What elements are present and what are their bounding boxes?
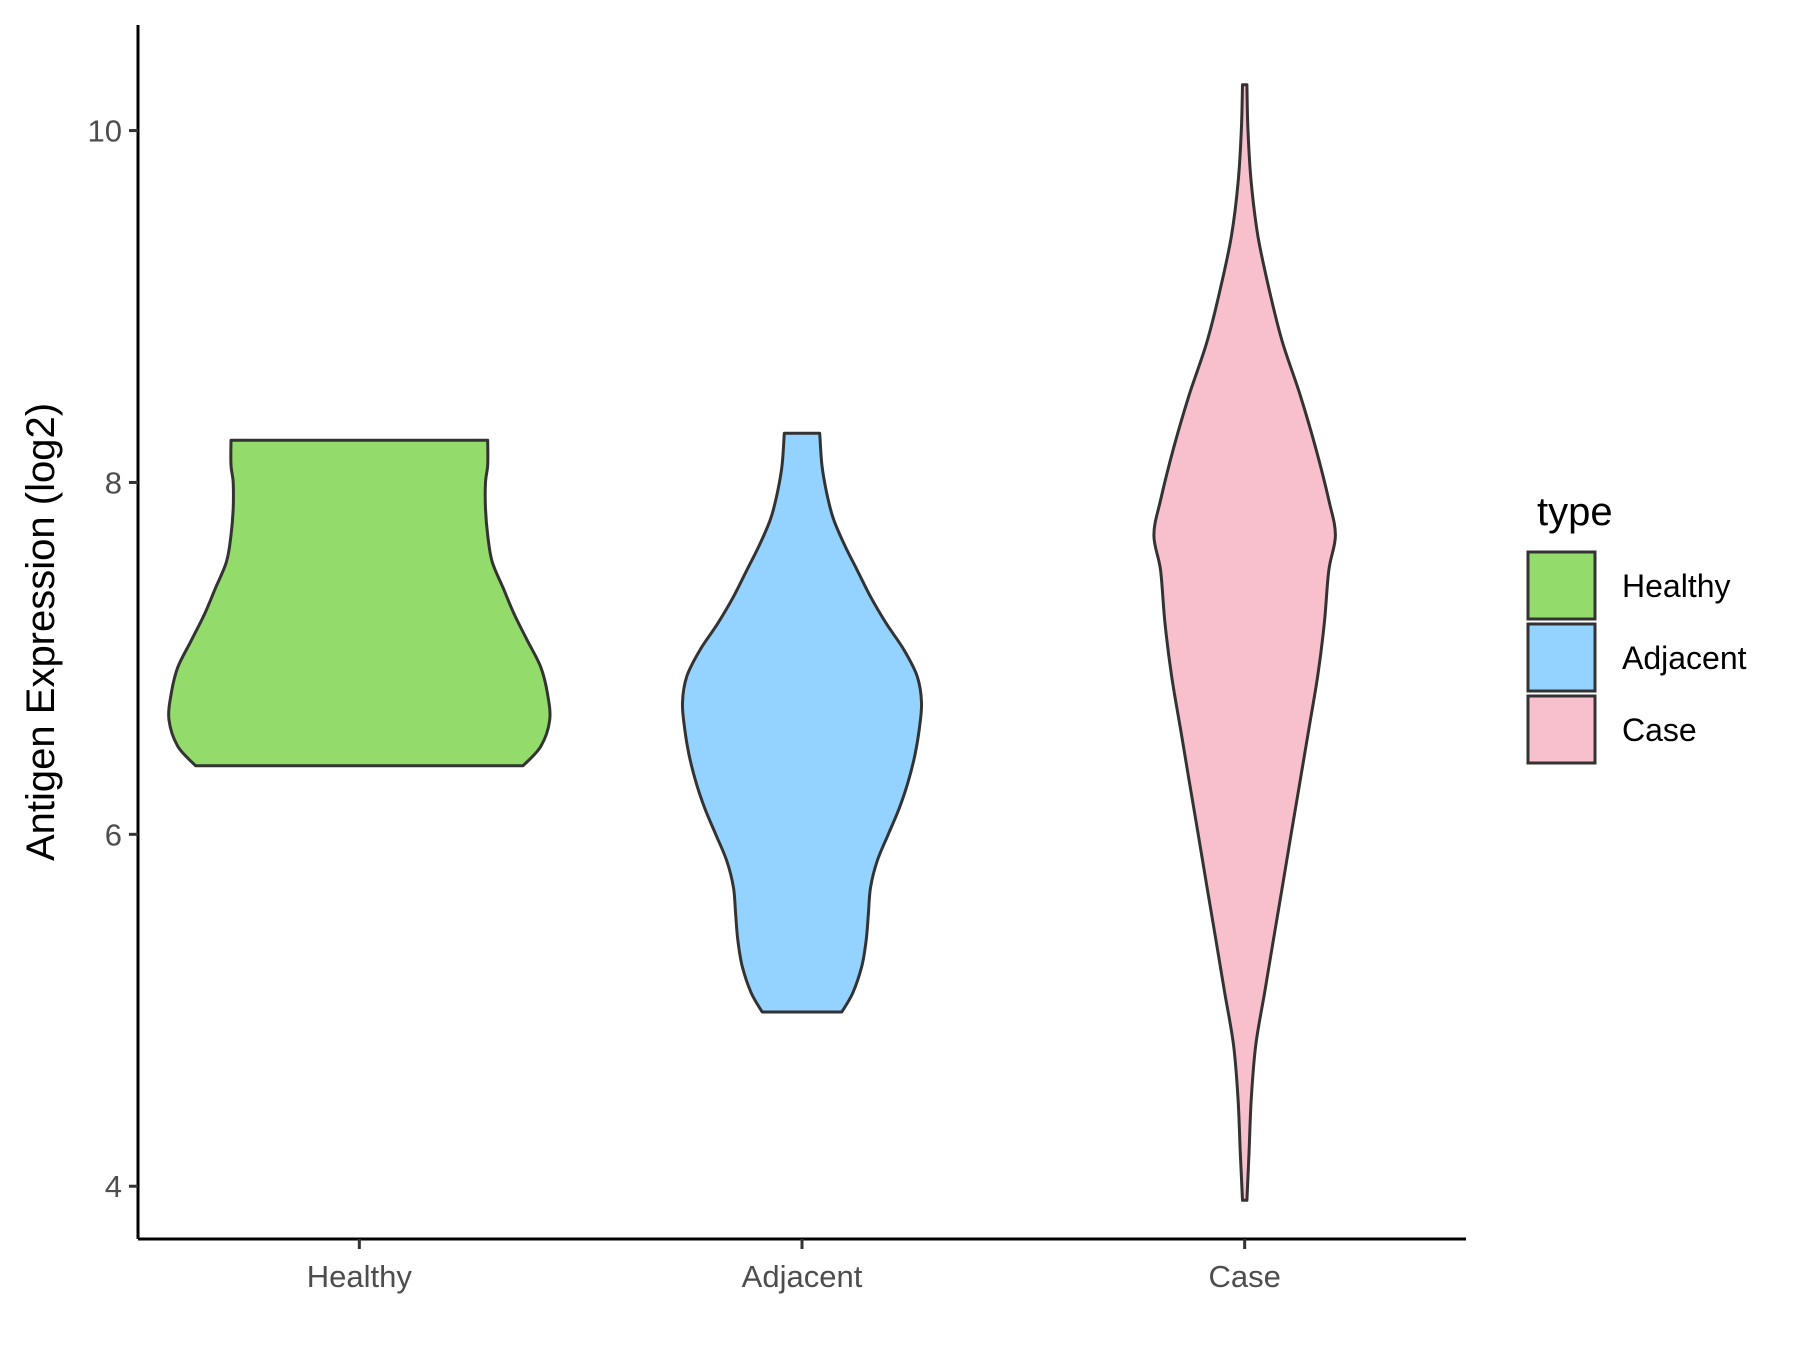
legend-key-case (1526, 694, 1597, 765)
y-tick-label: 4 (105, 1169, 122, 1204)
legend-label-adjacent: Adjacent (1622, 640, 1747, 676)
x-ticks: Healthy Adjacent Case (307, 1239, 1281, 1294)
y-tick-label: 8 (105, 465, 122, 500)
legend-items: Healthy Adjacent Case (1526, 550, 1747, 765)
y-tick-label: 6 (105, 817, 122, 852)
y-axis-title: Antigen Expression (log2) (19, 403, 63, 861)
violin-healthy (167, 438, 552, 768)
legend: type Healthy Adjacent Case (1526, 490, 1747, 765)
axes-layer: 4 6 8 10 Healthy Adjacent Case (88, 25, 1466, 1294)
legend-key-healthy (1526, 550, 1597, 621)
legend-title: type (1537, 490, 1613, 534)
x-tick-label: Healthy (307, 1259, 413, 1294)
legend-label-healthy: Healthy (1622, 568, 1731, 604)
violin-adjacent (680, 431, 924, 1014)
legend-label-case: Case (1622, 712, 1697, 748)
legend-key-adjacent (1526, 622, 1597, 693)
violin-case (1152, 83, 1337, 1202)
y-tick-label: 10 (88, 114, 122, 149)
violins-layer (167, 83, 1337, 1202)
x-tick-label: Case (1208, 1259, 1280, 1294)
y-ticks: 4 6 8 10 (88, 114, 138, 1204)
x-tick-label: Adjacent (742, 1259, 863, 1294)
